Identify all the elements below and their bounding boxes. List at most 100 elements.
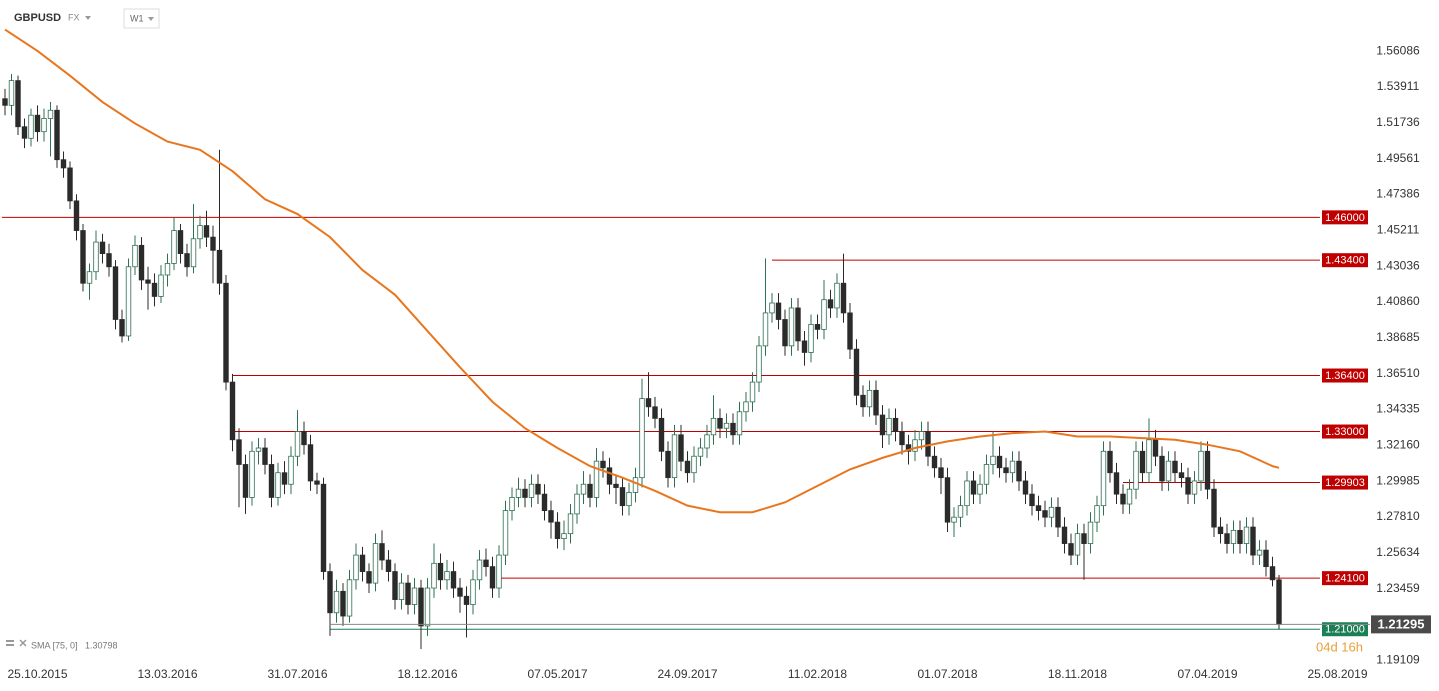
candle-body (834, 282, 840, 309)
candle-body (327, 571, 333, 614)
candle-body (840, 282, 847, 314)
level-label: 1.24100 (1325, 573, 1365, 585)
last-price-box (1371, 615, 1431, 634)
market-caret[interactable] (85, 16, 91, 20)
candle-body (1159, 455, 1165, 482)
candle-body (268, 464, 275, 498)
candle-body (1139, 450, 1146, 474)
candle-body (710, 417, 717, 436)
candle-body (470, 579, 476, 605)
x-tick-label: 11.02.2018 (788, 667, 847, 681)
candle-body (535, 483, 541, 495)
candle-body (619, 487, 626, 507)
candle-body (574, 493, 580, 515)
candle-body (580, 483, 587, 495)
timeframe-box[interactable] (123, 8, 160, 29)
candle-body (379, 543, 385, 561)
candle-body (145, 279, 151, 284)
candle-body (782, 319, 788, 347)
y-tick-label: 1.25634 (1376, 545, 1420, 559)
sma-line (4, 28, 1280, 514)
legend-icons[interactable] (6, 639, 27, 647)
candle-body (1178, 472, 1185, 479)
y-tick-label: 1.56086 (1376, 43, 1420, 57)
timeframe-caret[interactable] (148, 17, 154, 21)
candle-body (47, 109, 54, 119)
candle-body (788, 307, 795, 347)
candle-body (106, 253, 112, 268)
candle-body (359, 554, 366, 572)
candle-body (1191, 480, 1198, 495)
countdown: 04d 16h (1316, 639, 1363, 654)
candle-body (138, 244, 145, 281)
level-box (1322, 424, 1368, 439)
candle-body (821, 299, 827, 330)
candle-body (1198, 450, 1204, 482)
level-box (1322, 571, 1368, 586)
y-tick-label: 1.45211 (1377, 223, 1420, 237)
candle-body (1152, 439, 1159, 457)
candle-body (749, 381, 756, 403)
candle-body (307, 444, 314, 482)
candle-body (795, 307, 801, 342)
candle-body (262, 447, 268, 465)
candle-body (301, 431, 307, 446)
candle-body (957, 505, 964, 518)
candle-body (1172, 460, 1178, 474)
sma-legend: SMA [75, 0] (31, 640, 78, 650)
candle-body (1230, 529, 1237, 544)
candle-body (249, 450, 255, 498)
candle-body (730, 422, 736, 436)
candle-body (177, 230, 184, 254)
candle-body (437, 562, 444, 581)
candle-body (775, 302, 782, 320)
candle-body (1087, 521, 1094, 544)
y-tick-label: 1.29985 (1376, 473, 1420, 487)
candle-body (1120, 493, 1126, 505)
candle-body (931, 455, 938, 469)
candle-body (1100, 450, 1107, 507)
market[interactable]: FX (68, 12, 80, 22)
candle-body (86, 271, 93, 284)
candle-body (483, 559, 489, 568)
candle-body (970, 480, 977, 495)
candle-body (1146, 439, 1152, 474)
candle-body (320, 483, 327, 572)
candle-body (879, 414, 886, 436)
candle-body (216, 249, 223, 284)
candle-body (34, 114, 41, 133)
candle-body (977, 483, 983, 495)
level-label: 1.29903 (1325, 477, 1365, 489)
candle-body (8, 80, 15, 106)
x-tick-label: 01.07.2018 (917, 667, 977, 681)
candle-body (450, 571, 457, 589)
candle-body (938, 467, 944, 479)
candle-body (606, 467, 613, 485)
candle-body (1133, 450, 1139, 490)
candle-body (665, 450, 671, 479)
candle-body (1107, 450, 1113, 474)
candle-body (236, 439, 242, 465)
y-tick-label: 1.19109 (1376, 653, 1420, 667)
candle-body (866, 389, 873, 408)
candle-body (158, 274, 164, 297)
candle-body (28, 114, 34, 139)
candle-body (80, 230, 86, 284)
y-tick-label: 1.34335 (1376, 402, 1420, 416)
candle-body (587, 483, 593, 498)
candle-body (509, 497, 515, 512)
candle-body (15, 80, 21, 128)
candle-body (418, 587, 424, 627)
candle-body (1256, 549, 1263, 556)
candle-body (1016, 460, 1022, 482)
candle-body (112, 266, 119, 320)
timeframe[interactable]: W1 (130, 13, 144, 23)
candle-body (723, 422, 730, 429)
candle-body (190, 238, 197, 268)
candle-body (704, 434, 710, 449)
candle-body (1263, 549, 1269, 568)
candle-body (645, 398, 652, 408)
candle-body (671, 434, 678, 479)
candle-body (905, 444, 912, 452)
candle-body (528, 483, 535, 498)
